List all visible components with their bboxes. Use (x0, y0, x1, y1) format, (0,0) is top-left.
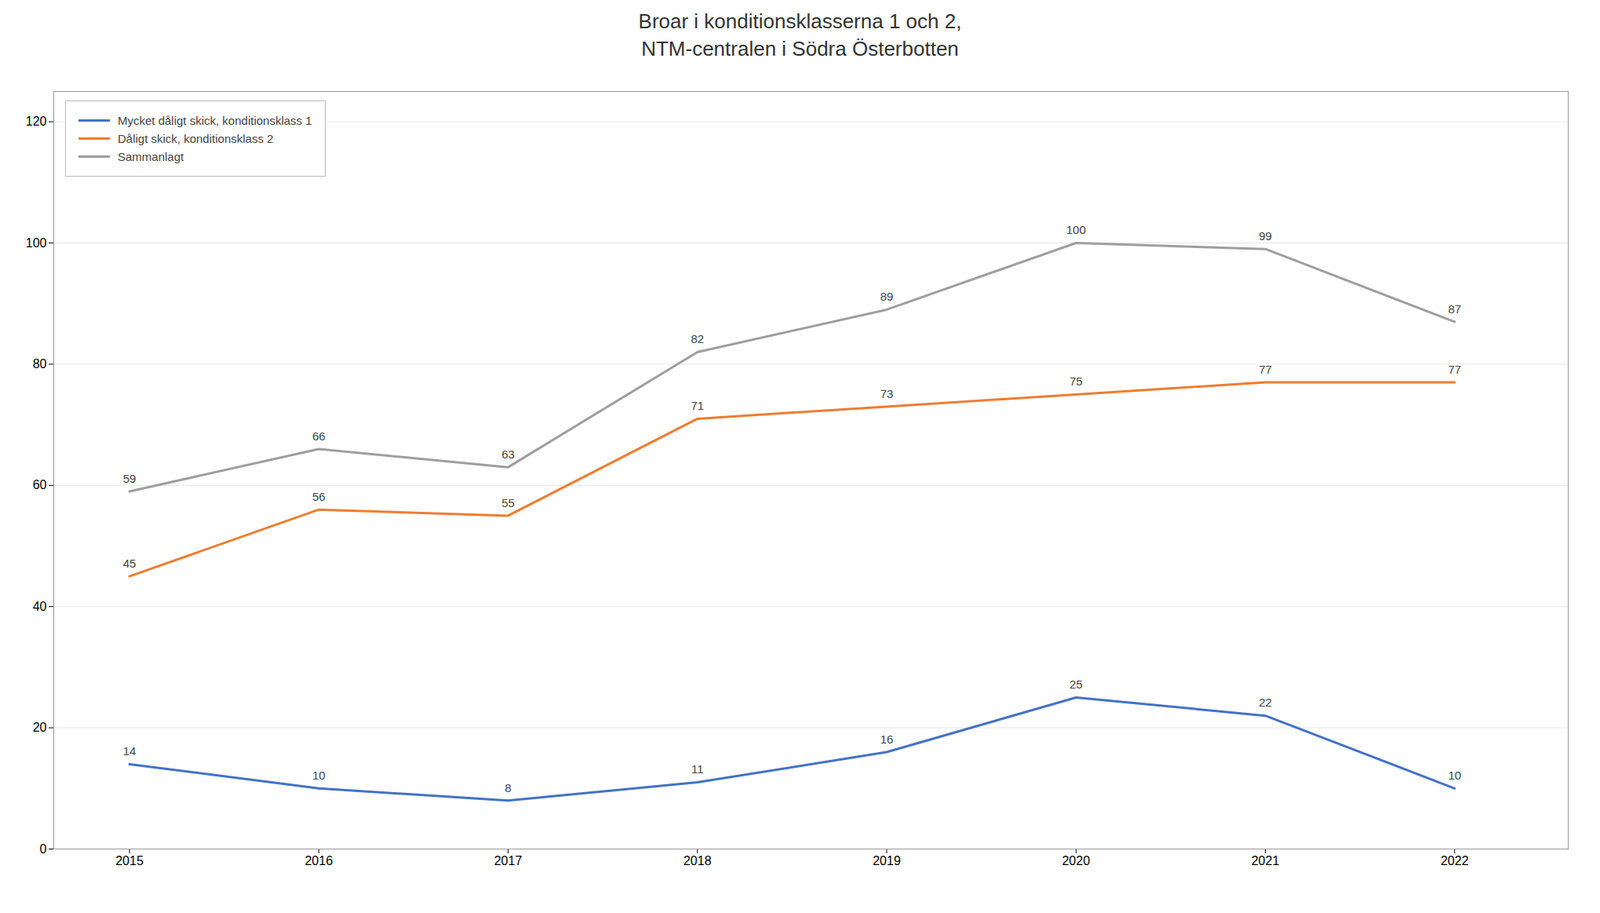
svg-text:120: 120 (25, 114, 48, 128)
svg-text:16: 16 (880, 732, 894, 746)
svg-text:2018: 2018 (683, 853, 712, 868)
svg-text:60: 60 (32, 478, 48, 493)
svg-text:73: 73 (880, 386, 894, 401)
svg-text:10: 10 (312, 768, 326, 782)
svg-text:14: 14 (123, 743, 137, 758)
svg-text:99: 99 (1258, 229, 1272, 243)
html-text:Broar i konditionsklasserna 1: Broar i konditionsklasserna 1 och 2, NTM… (638, 9, 962, 61)
svg-text:40: 40 (32, 599, 48, 613)
svg-text:80: 80 (32, 357, 48, 371)
svg-text:59: 59 (123, 471, 137, 485)
html-text:Sammanlagt: Sammanlagt (117, 150, 184, 164)
svg-text:77: 77 (1447, 362, 1462, 376)
html-text:Dåligt skick, konditionsklass: Dåligt skick, konditionsklass 2 (117, 131, 274, 146)
svg-text:56: 56 (312, 489, 326, 503)
svg-text:77: 77 (1258, 362, 1272, 376)
svg-text:63: 63 (501, 447, 515, 461)
svg-text:100: 100 (25, 236, 48, 250)
svg-text:20: 20 (32, 720, 48, 734)
svg-text:2017: 2017 (494, 853, 523, 868)
svg-text:45: 45 (123, 556, 137, 570)
svg-text:66: 66 (312, 429, 326, 443)
svg-text:11: 11 (691, 762, 704, 777)
svg-text:0: 0 (40, 841, 48, 856)
svg-text:8: 8 (504, 780, 511, 795)
svg-text:2016: 2016 (304, 853, 333, 868)
svg-text:2019: 2019 (872, 853, 901, 868)
svg-text:87: 87 (1447, 302, 1462, 316)
svg-text:2015: 2015 (115, 853, 144, 868)
svg-text:10: 10 (1447, 768, 1462, 782)
svg-text:2020: 2020 (1061, 853, 1090, 868)
html-text:Mycket dåligt skick, kondition: Mycket dåligt skick, konditionsklass 1 (117, 113, 312, 128)
svg-text:25: 25 (1069, 677, 1083, 691)
svg-text:89: 89 (880, 289, 894, 303)
svg-text:22: 22 (1258, 696, 1272, 710)
svg-text:2022: 2022 (1440, 853, 1469, 868)
svg-text:100: 100 (1066, 222, 1087, 237)
svg-text:82: 82 (690, 331, 704, 346)
svg-text:55: 55 (501, 495, 515, 510)
svg-text:2021: 2021 (1251, 853, 1280, 868)
svg-text:75: 75 (1069, 374, 1083, 388)
svg-text:71: 71 (690, 398, 704, 412)
